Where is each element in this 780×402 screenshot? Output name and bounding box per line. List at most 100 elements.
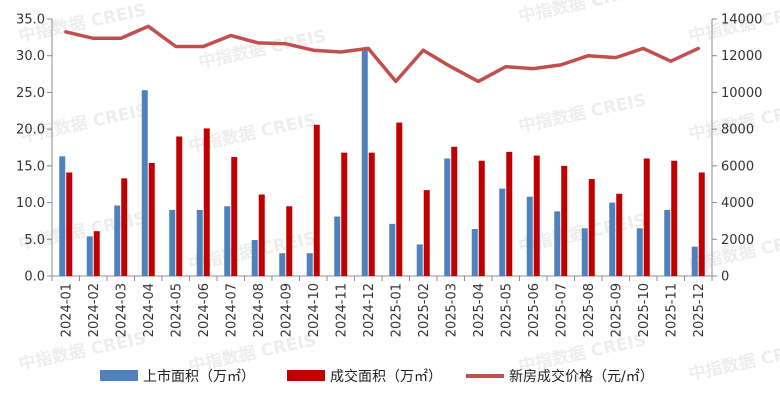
x-tick-label: 2025-08 (582, 283, 597, 337)
watermark-text: 中指数据 CREIS (517, 89, 648, 137)
transaction-area-bar (671, 160, 678, 276)
transaction-area-bar (561, 165, 568, 276)
listing-area-bar (609, 202, 616, 276)
listing-area-bar (196, 209, 203, 276)
x-tick-label: 2025-03 (444, 283, 459, 337)
transaction-area-bar (588, 179, 595, 276)
legend-swatch (287, 370, 325, 381)
x-tick-label: 2025-04 (472, 283, 487, 337)
legend-label: 上市面积（万㎡） (143, 368, 255, 385)
x-tick-label: 2024-09 (279, 283, 294, 337)
transaction-area-bar (231, 157, 238, 276)
transaction-area-bar (66, 172, 73, 276)
legend-label: 成交面积（万㎡） (330, 368, 442, 385)
x-tick-label: 2024-11 (334, 283, 349, 337)
transaction-area-bar (368, 152, 375, 276)
listing-area-bar (141, 90, 148, 277)
x-tick-label: 2024-02 (87, 283, 102, 337)
listing-area-bar (554, 211, 561, 276)
transaction-area-bar (506, 151, 513, 276)
x-tick-label: 2024-01 (59, 283, 74, 337)
right-tick-label: 4000 (721, 196, 754, 211)
x-tick-label: 2025-07 (554, 283, 569, 337)
x-tick-label: 2025-02 (417, 283, 432, 337)
x-tick-label: 2024-05 (169, 283, 184, 337)
left-tick-label: 0.0 (24, 270, 45, 285)
listing-area-bar (389, 223, 396, 276)
x-tick-label: 2024-10 (307, 283, 322, 337)
right-tick-label: 2000 (721, 233, 754, 248)
listing-area-bar (636, 228, 643, 276)
bars (59, 49, 705, 277)
transaction-area-bar (286, 206, 293, 276)
x-tick-label: 2025-12 (692, 283, 707, 337)
transaction-area-bar (93, 231, 100, 276)
transaction-area-bar (396, 122, 403, 276)
x-tick-label: 2025-05 (499, 283, 514, 337)
transaction-area-bar (121, 178, 128, 276)
listing-area-bar (361, 49, 368, 277)
left-tick-label: 25.0 (16, 86, 45, 101)
listing-area-bar (416, 244, 423, 276)
left-tick-label: 30.0 (16, 49, 45, 64)
watermark-text: 中指数据 CREIS (687, 337, 780, 385)
x-tick-label: 2024-03 (114, 283, 129, 337)
x-tick-label: 2025-09 (609, 283, 624, 337)
right-tick-label: 14000 (721, 13, 762, 28)
listing-area-bar (499, 188, 506, 276)
x-tick-label: 2025-01 (389, 283, 404, 337)
listing-area-bar (691, 246, 698, 276)
listing-area-bar (114, 205, 121, 276)
x-tick-label: 2024-06 (197, 283, 212, 337)
listing-area-bar (471, 229, 478, 276)
listing-area-bar (169, 209, 176, 276)
left-tick-label: 20.0 (16, 123, 45, 138)
legend: 上市面积（万㎡） 成交面积（万㎡） 新房成交价格（元/㎡） (100, 368, 654, 385)
transaction-area-bar (698, 172, 705, 276)
transaction-area-bar (533, 155, 540, 276)
listing-area-bar (664, 209, 671, 276)
axes: 0.0 5.0 10.0 15.0 20.0 25.0 30.0 35.0 0 2000 4000 6… (16, 13, 762, 338)
listing-area-bar (59, 156, 66, 276)
left-tick-label: 35.0 (16, 13, 45, 28)
listing-area-bar (306, 253, 313, 276)
transaction-area-bar (203, 128, 210, 276)
transaction-area-bar (478, 160, 485, 276)
right-tick-label: 6000 (721, 159, 754, 174)
transaction-area-bar (341, 152, 348, 276)
transaction-area-bar (176, 136, 183, 276)
price-line-path (64, 24, 701, 84)
right-tick-label: 0 (721, 270, 729, 285)
right-tick-label: 10000 (721, 86, 762, 101)
listing-area-bar (279, 253, 286, 276)
transaction-area-bar (423, 190, 430, 276)
transaction-area-bar (313, 124, 320, 276)
right-tick-label: 8000 (721, 123, 754, 138)
transaction-area-bar (258, 194, 265, 276)
price-line (64, 24, 701, 84)
listing-area-bar (224, 206, 231, 276)
listing-area-bar (251, 240, 258, 276)
listing-area-bar (86, 236, 93, 276)
x-tick-label: 2024-08 (252, 283, 267, 337)
x-tick-label: 2024-12 (362, 283, 377, 337)
x-tick-label: 2024-07 (224, 283, 239, 337)
transaction-area-bar (643, 158, 650, 276)
listing-area-bar (444, 158, 451, 276)
x-tick-label: 2025-06 (527, 283, 542, 337)
x-tick-label: 2024-04 (142, 283, 157, 337)
legend-label: 新房成交价格（元/㎡） (509, 368, 654, 385)
listing-area-bar (334, 216, 341, 276)
left-tick-label: 10.0 (16, 196, 45, 211)
left-tick-label: 5.0 (24, 233, 45, 248)
right-tick-label: 12000 (721, 49, 762, 64)
legend-swatch (100, 370, 138, 381)
watermark-text: 中指数据 CREIS (687, 97, 780, 145)
transaction-area-bar (616, 193, 623, 276)
watermark-text: 中指数据 CREIS (517, 0, 648, 27)
listing-area-bar (581, 228, 588, 276)
x-tick-label: 2025-11 (664, 283, 679, 337)
left-tick-label: 15.0 (16, 159, 45, 174)
listing-area-bar (526, 196, 533, 276)
